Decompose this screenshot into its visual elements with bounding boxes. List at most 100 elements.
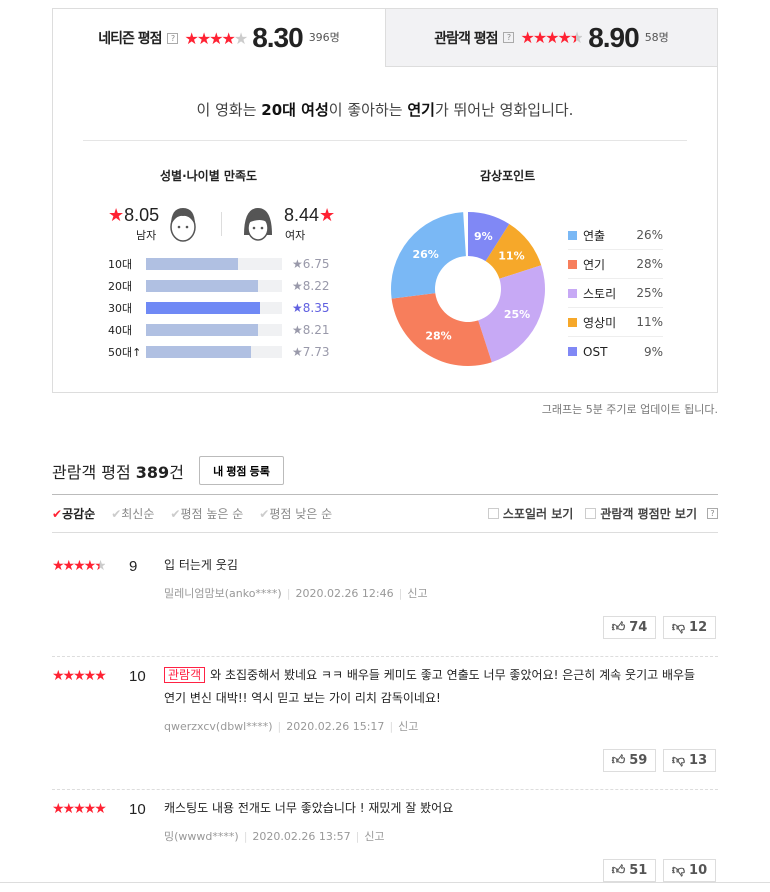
rating-count: 396명 xyxy=(308,31,340,44)
rating-count: 58명 xyxy=(644,31,669,44)
star-rating: ★★★★★ xyxy=(520,28,584,47)
review-meta: qwerzxcv(dbwl****) | 2020.02.26 15:17 | 신고 xyxy=(164,720,419,733)
rating-summary-panel: 네티즌 평점 ? ★★★★★ 8.30 396명 관람객 평점 ? ★★★★★ … xyxy=(52,8,718,393)
dislike-button[interactable]: 👎︎ 13 xyxy=(663,749,716,772)
donut-label: 11% xyxy=(498,249,524,262)
legend-label: 영상미 xyxy=(583,315,617,330)
tab-audience-rating[interactable]: 관람객 평점 ? ★★★★★ 8.90 58명 xyxy=(385,9,717,67)
donut-slice-영상미 xyxy=(485,223,542,279)
legend-item: OST 9% xyxy=(568,337,663,366)
age-row: 30대 ★8.35 xyxy=(108,301,329,315)
legend-pct: 11% xyxy=(636,315,663,329)
report-link[interactable]: 신고 xyxy=(398,720,419,733)
legend-item: 연출 26% xyxy=(568,221,663,250)
age-score: ★8.22 xyxy=(292,279,330,293)
review-list-title: 관람객 평점 389건 xyxy=(52,463,184,482)
review-stars: ★★★★★ xyxy=(52,558,107,574)
age-bar xyxy=(146,346,282,358)
legend-pct: 9% xyxy=(643,344,663,359)
points-donut-chart: 9% 11% 25% 28% 26% xyxy=(391,212,545,366)
legend-swatch xyxy=(568,288,577,298)
thumbs-down-icon: 👎︎ xyxy=(671,620,686,635)
age-label: 50대↑ xyxy=(108,346,142,359)
female-score: 8.44★ xyxy=(284,205,336,225)
age-row: 50대↑ ★7.73 xyxy=(108,345,329,359)
review-date: 2020.02.26 12:46 xyxy=(295,587,394,600)
divider xyxy=(52,789,718,790)
like-button[interactable]: 👍︎ 74 xyxy=(603,616,656,639)
age-score: ★6.75 xyxy=(292,257,330,271)
register-rating-button[interactable]: 내 평점 등록 xyxy=(199,456,284,485)
legend-label: 연기 xyxy=(583,257,606,272)
age-bar-fill xyxy=(146,346,252,358)
tab-netizen-rating[interactable]: 네티즌 평점 ? ★★★★★ 8.30 396명 xyxy=(53,9,385,67)
rating-score: 8.90 xyxy=(588,21,639,53)
legend-label: 연출 xyxy=(583,228,606,243)
divider xyxy=(52,656,718,657)
age-bar xyxy=(146,302,282,314)
review-user[interactable]: qwerzxcv(dbwl****) xyxy=(164,720,273,733)
dislike-button[interactable]: 👎︎ 10 xyxy=(663,859,716,882)
thumbs-down-icon: 👎︎ xyxy=(671,753,686,768)
age-bar xyxy=(146,280,282,292)
donut-slice-스토리 xyxy=(478,265,545,363)
review-stars: ★★★★★ xyxy=(52,668,107,684)
donut-label: 25% xyxy=(504,308,530,321)
tab-label: 네티즌 평점 xyxy=(98,31,162,47)
donut-slice-연기 xyxy=(391,293,492,366)
dislike-button[interactable]: 👎︎ 12 xyxy=(663,616,716,639)
help-icon[interactable]: ? xyxy=(503,32,515,43)
like-button[interactable]: 👍︎ 51 xyxy=(603,859,656,882)
male-score: ★8.05 xyxy=(108,205,160,225)
update-note: 그래프는 5분 주기로 업데이트 됩니다. xyxy=(541,403,718,416)
thumbs-up-icon: 👍︎ xyxy=(611,863,626,878)
thumbs-up-icon: 👍︎ xyxy=(611,620,626,635)
donut-label: 9% xyxy=(474,230,493,243)
legend-item: 스토리 25% xyxy=(568,279,663,308)
review-date: 2020.02.26 15:17 xyxy=(286,720,385,733)
legend-swatch xyxy=(568,347,577,356)
female-label: 여자 xyxy=(285,229,306,242)
male-label: 남자 xyxy=(136,229,157,242)
sort-sympathy[interactable]: ✔공감순 xyxy=(52,507,96,521)
thumbs-up-icon: 👍︎ xyxy=(611,753,626,768)
sort-low[interactable]: ✔평점 낮은 순 xyxy=(259,507,333,521)
report-link[interactable]: 신고 xyxy=(407,587,428,600)
summary-sentence: 이 영화는 20대 여성이 좋아하는 연기가 뛰어난 영화입니다. xyxy=(196,101,574,119)
audience-badge: 관람객 xyxy=(164,667,206,683)
age-bar-fill xyxy=(146,302,260,314)
sort-high[interactable]: ✔평점 높은 순 xyxy=(170,507,244,521)
donut-label: 26% xyxy=(412,248,438,261)
legend-item: 영상미 11% xyxy=(568,308,663,337)
help-icon[interactable]: ? xyxy=(707,508,718,519)
spoiler-checkbox[interactable]: 스포일러 보기 xyxy=(487,505,573,522)
legend-item: 연기 28% xyxy=(568,250,663,279)
review-score: 10 xyxy=(129,668,146,685)
review-meta: 밀레니엄맘보(anko****) | 2020.02.26 12:46 | 신고 xyxy=(164,587,428,600)
thumbs-down-icon: 👎︎ xyxy=(671,863,686,878)
sort-filter-bar: ✔공감순 ✔최신순 ✔평점 높은 순 ✔평점 낮은 순 스포일러 보기 관람객 … xyxy=(52,494,718,533)
report-link[interactable]: 신고 xyxy=(364,830,385,843)
age-row: 40대 ★8.21 xyxy=(108,323,329,337)
review-text: 캐스팅도 내용 전개도 너무 좋았습니다 ! 재밌게 잘 봤어요 xyxy=(164,801,454,815)
audience-only-checkbox[interactable]: 관람객 평점만 보기 xyxy=(585,505,697,522)
legend-swatch xyxy=(568,317,577,327)
review-user[interactable]: 밀레니엄맘보(anko****) xyxy=(164,587,282,600)
legend-pct: 25% xyxy=(636,286,663,300)
age-score: ★7.73 xyxy=(292,345,330,359)
age-label: 40대 xyxy=(108,324,133,337)
help-icon[interactable]: ? xyxy=(167,32,179,44)
points-legend: 연출 26% 연기 28% 스토리 25% 영상미 11% OST 9% xyxy=(568,221,663,366)
age-bar-fill xyxy=(146,324,258,336)
age-bar xyxy=(146,324,282,336)
review-user[interactable]: 밍(wwwd****) xyxy=(164,830,239,843)
age-label: 10대 xyxy=(108,258,133,271)
age-bar xyxy=(146,258,282,270)
sort-latest[interactable]: ✔최신순 xyxy=(111,507,155,521)
points-title: 감상포인트 xyxy=(480,169,536,183)
age-row: 20대 ★8.22 xyxy=(108,279,329,293)
review-stars: ★★★★★ xyxy=(52,801,107,817)
like-button[interactable]: 👍︎ 59 xyxy=(603,749,656,772)
legend-pct: 28% xyxy=(636,257,663,271)
age-score: ★8.35 xyxy=(292,301,330,315)
